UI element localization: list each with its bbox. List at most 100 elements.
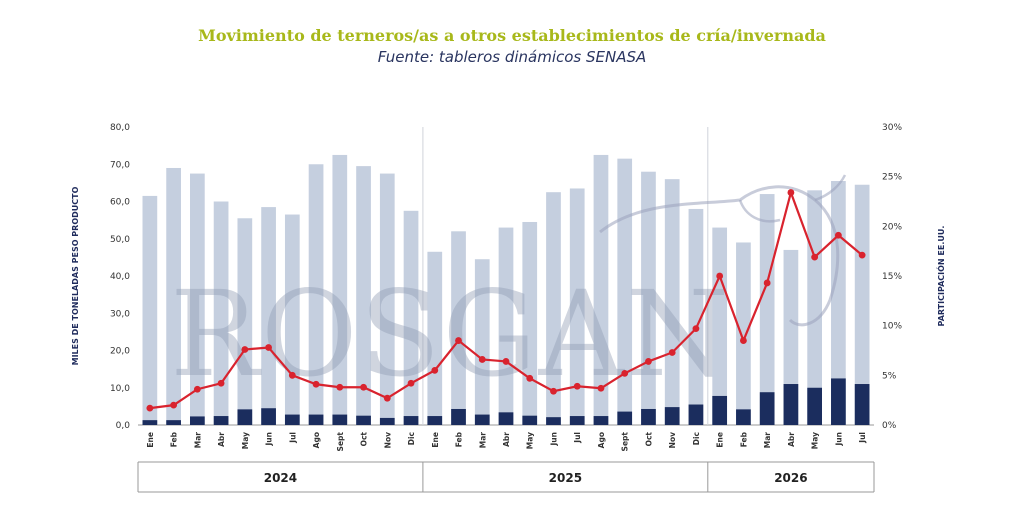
x-tick-label: Ene <box>146 432 155 448</box>
bar-share <box>189 416 205 425</box>
share-point <box>668 349 676 356</box>
y-tick-label: 80,0 <box>110 123 130 133</box>
bar-total <box>142 195 158 425</box>
share-point <box>478 356 486 363</box>
bar-share <box>284 414 300 425</box>
bar-share <box>142 420 158 425</box>
share-point <box>265 344 272 351</box>
bar-total <box>474 259 490 425</box>
year-label: 2024 <box>264 471 297 485</box>
x-tick-label: Dic <box>407 432 416 445</box>
bar-share <box>237 409 253 425</box>
x-tick-label: Sept <box>621 432 630 452</box>
bar-share <box>688 404 704 425</box>
x-tick-label: Jul <box>858 432 867 444</box>
y-tick-label: 70,0 <box>110 160 130 170</box>
share-point <box>288 371 296 379</box>
bar-share <box>213 416 229 425</box>
bar-total <box>213 201 229 425</box>
bar-total <box>166 167 181 425</box>
bar-total <box>854 184 870 425</box>
x-tick-label: Ene <box>716 432 725 448</box>
y-tick-label: 0,0 <box>116 421 131 431</box>
bar-total <box>664 179 680 425</box>
bar-total <box>427 251 443 425</box>
bar-share <box>736 409 751 425</box>
bar-total <box>522 221 538 425</box>
bar-share <box>712 395 728 425</box>
bar-share <box>807 387 823 425</box>
share-point <box>645 358 652 365</box>
bar-total <box>356 166 371 426</box>
y2-tick-label: 0% <box>882 421 897 431</box>
bar-total <box>451 231 466 425</box>
x-tick-label: May <box>526 432 535 449</box>
x-tick-label: Jun <box>549 432 558 446</box>
share-point <box>407 379 415 387</box>
x-tick-label: May <box>811 432 820 449</box>
bar-total <box>593 154 609 425</box>
share-line <box>146 188 866 412</box>
share-point <box>573 382 581 390</box>
bar-share <box>522 415 538 425</box>
bar-share <box>403 416 419 425</box>
share-point <box>526 374 534 382</box>
share-point <box>811 253 819 261</box>
share-point <box>858 251 866 259</box>
share-point <box>692 325 700 333</box>
share-point <box>241 346 249 353</box>
bar-share <box>759 392 775 425</box>
bar-total <box>736 242 751 425</box>
x-tick-label: Abr <box>787 432 796 447</box>
share-point <box>763 279 771 287</box>
bar-share <box>546 417 561 425</box>
share-point <box>193 385 201 393</box>
year-label: 2025 <box>549 471 582 485</box>
x-tick-label: Nov <box>383 432 392 448</box>
y2-tick-label: 20% <box>882 222 902 232</box>
share-point <box>550 387 557 395</box>
x-tick-label: Jul <box>573 432 582 444</box>
y-tick-label: 50,0 <box>110 235 130 245</box>
y-tick-label: 30,0 <box>110 309 130 319</box>
share-point <box>597 384 605 392</box>
x-tick-label: Jun <box>265 432 274 446</box>
bar-total <box>641 171 656 425</box>
bar-share <box>166 420 181 425</box>
share-point <box>455 337 462 344</box>
y2-tick-label: 5% <box>882 371 897 381</box>
bar-total <box>308 164 324 425</box>
x-tick-label: Abr <box>502 432 511 447</box>
share-point <box>787 189 795 196</box>
bars-total <box>142 154 870 426</box>
x-tick-label: Ago <box>597 432 606 448</box>
x-tick-label: Mar <box>478 432 487 449</box>
share-point <box>834 231 842 239</box>
bar-total <box>498 227 514 425</box>
x-tick-label: May <box>241 432 250 449</box>
bar-share <box>498 412 514 425</box>
axis-labels: 0,0 10,0 20,0 30,0 40,0 50,0 60,0 70,0 80,0 0% 5% 1… <box>71 123 946 485</box>
bar-share <box>451 408 466 425</box>
x-tick-label: Feb <box>170 431 179 447</box>
y2-tick-label: 30% <box>882 123 902 133</box>
y-tick-label: 40,0 <box>110 272 130 282</box>
x-tick-label: Oct <box>360 432 369 447</box>
y-tick-label: 20,0 <box>110 347 130 357</box>
bar-total <box>189 173 205 425</box>
x-tick-label: Ago <box>312 432 321 448</box>
x-tick-label: Abr <box>217 432 226 447</box>
bar-share <box>474 414 490 425</box>
bar-share <box>664 407 680 425</box>
share-point <box>716 272 724 280</box>
x-tick-label: Dic <box>692 432 701 445</box>
bar-total <box>569 188 585 425</box>
year-label: 2026 <box>774 471 807 485</box>
x-tick-label: Jun <box>834 432 843 446</box>
share-point <box>502 358 510 365</box>
share-point <box>621 369 629 377</box>
x-tick-label: Feb <box>455 431 464 447</box>
bars-share <box>142 378 870 425</box>
share-point <box>146 404 154 412</box>
watermark-text: ROSGAN <box>170 265 731 403</box>
